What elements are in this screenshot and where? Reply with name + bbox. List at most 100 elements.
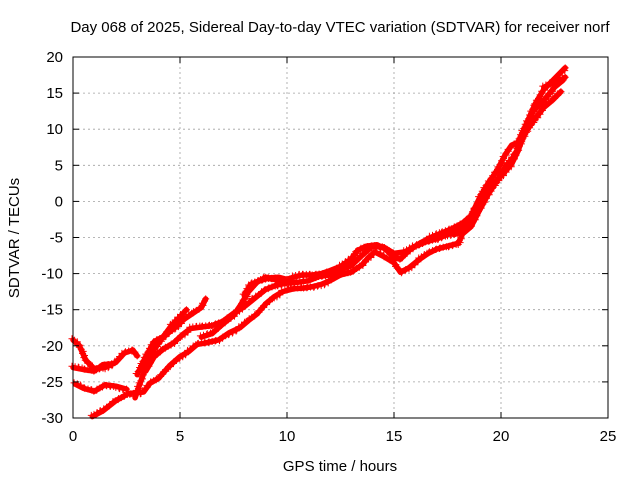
data-point-marker	[425, 232, 433, 240]
data-point-marker	[508, 142, 516, 150]
data-point-marker	[133, 352, 141, 360]
data-point-marker	[292, 272, 300, 279]
data-point-marker	[512, 151, 520, 159]
data-point-marker	[178, 318, 186, 326]
x-tick-label: 10	[279, 428, 296, 445]
data-point-marker	[284, 285, 292, 293]
data-point-marker	[556, 89, 564, 96]
data-point-marker	[557, 88, 565, 96]
data-point-marker	[330, 266, 338, 274]
data-point-marker	[353, 247, 361, 254]
data-point-marker	[115, 384, 123, 392]
data-point-marker	[260, 286, 268, 294]
data-point-marker	[326, 268, 334, 276]
data-point-marker	[457, 235, 465, 243]
x-tick-label: 0	[69, 428, 77, 445]
data-point-marker	[556, 76, 564, 84]
data-point-marker	[343, 265, 351, 273]
y-tick-label: 20	[46, 49, 63, 66]
data-point-marker	[435, 245, 443, 252]
data-point-marker	[157, 346, 165, 354]
data-point-marker	[438, 228, 446, 236]
series-track-7	[132, 295, 210, 378]
series-track-2	[68, 360, 116, 375]
data-point-marker	[200, 331, 207, 339]
data-point-marker	[268, 295, 276, 303]
data-point-marker	[511, 141, 519, 149]
data-point-marker	[262, 275, 270, 283]
data-point-marker	[513, 148, 521, 155]
data-point-marker	[268, 283, 276, 291]
data-point-marker	[118, 349, 126, 357]
data-point-marker	[553, 77, 561, 85]
data-point-marker	[317, 282, 325, 290]
series-track-6	[141, 76, 567, 374]
data-point-marker	[455, 228, 463, 236]
y-tick-label: -20	[41, 338, 63, 355]
data-point-marker	[251, 278, 259, 286]
data-point-marker	[549, 86, 557, 94]
y-axis-label: SDTVAR / TECUs	[6, 178, 23, 298]
series-line	[89, 88, 564, 420]
data-point-marker	[70, 379, 78, 387]
data-point-marker	[432, 245, 440, 253]
data-point-marker	[545, 80, 553, 88]
data-point-marker	[195, 304, 203, 312]
grid-lines	[73, 57, 608, 418]
x-tick-label: 15	[386, 428, 403, 445]
data-point-marker	[228, 329, 236, 337]
data-point-marker	[235, 305, 243, 313]
data-point-marker	[333, 265, 341, 273]
data-point-marker	[471, 212, 479, 220]
data-point-marker	[119, 386, 127, 394]
data-point-marker	[340, 266, 348, 273]
data-point-marker	[329, 267, 337, 275]
data-point-marker	[550, 78, 557, 86]
y-tick-label: -25	[41, 374, 63, 391]
data-point-marker	[512, 140, 519, 148]
data-point-marker	[112, 383, 120, 391]
x-tick-label: 5	[176, 428, 184, 445]
data-point-marker	[184, 327, 192, 335]
data-series	[68, 64, 569, 420]
data-point-marker	[539, 82, 547, 90]
data-point-marker	[560, 75, 568, 83]
data-point-marker	[281, 276, 289, 284]
data-point-marker	[445, 243, 452, 251]
data-point-marker	[352, 248, 360, 256]
data-point-marker	[203, 330, 211, 338]
data-point-marker	[125, 347, 133, 355]
data-point-marker	[357, 244, 365, 252]
y-tick-label: 0	[55, 193, 63, 210]
data-point-marker	[211, 321, 219, 329]
data-point-marker	[449, 229, 457, 237]
data-point-marker	[274, 274, 282, 282]
data-point-marker	[530, 101, 538, 109]
data-point-marker	[376, 243, 384, 251]
data-point-marker	[261, 286, 269, 293]
data-point-marker	[116, 385, 124, 393]
data-point-marker	[414, 258, 422, 266]
chart-title: Day 068 of 2025, Sidereal Day-to-day VTE…	[70, 19, 610, 36]
data-point-marker	[398, 268, 406, 276]
data-point-marker	[108, 360, 116, 368]
data-point-marker	[429, 247, 436, 255]
data-point-marker	[203, 331, 211, 338]
data-point-marker	[445, 242, 453, 250]
data-point-marker	[321, 280, 329, 288]
data-point-marker	[425, 249, 433, 257]
data-point-marker	[429, 231, 436, 239]
data-point-marker	[81, 384, 89, 392]
data-point-marker	[561, 73, 569, 81]
data-point-marker	[561, 64, 569, 72]
data-point-marker	[182, 350, 190, 358]
data-point-marker	[123, 385, 130, 393]
data-point-marker	[310, 283, 318, 291]
data-point-marker	[196, 332, 204, 340]
data-point-marker	[542, 81, 550, 89]
data-point-marker	[438, 229, 446, 237]
data-point-marker	[373, 248, 381, 256]
y-tick-label: 10	[46, 121, 63, 138]
series-track-10	[449, 212, 479, 238]
